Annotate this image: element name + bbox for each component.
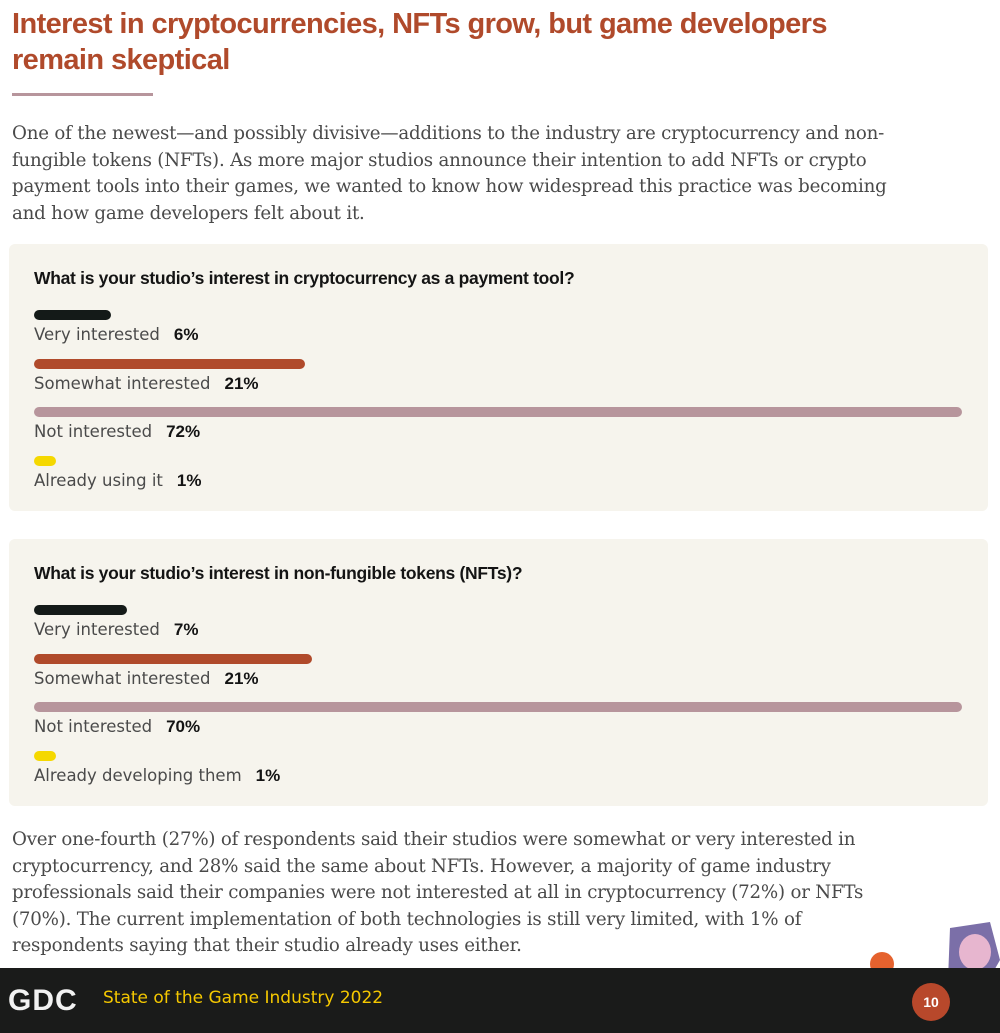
bar-row: Somewhat interested 21% bbox=[34, 653, 964, 703]
category-label: Somewhat interested bbox=[34, 373, 211, 393]
bar-row: Not interested 72% bbox=[34, 407, 964, 456]
category-label: Not interested bbox=[34, 422, 153, 441]
chart-title: What is your studio’s interest in non-fu… bbox=[34, 563, 523, 583]
value-label: 72% bbox=[166, 422, 201, 441]
category-label: Very interested bbox=[34, 325, 160, 344]
category-label: Very interested bbox=[34, 620, 160, 639]
summary-paragraph: Over one-fourth (27%) of respondents sai… bbox=[12, 829, 864, 956]
value-label: 21% bbox=[224, 373, 259, 393]
bar bbox=[34, 455, 56, 466]
value-label: 70% bbox=[166, 717, 201, 736]
bar-row: Somewhat interested 21% bbox=[34, 358, 964, 408]
footer-bar: GDC State of the Game Industry 2022 10 bbox=[0, 968, 1000, 1033]
category-label: Already using it bbox=[34, 470, 163, 490]
bar-label: Not interested 72% bbox=[34, 422, 200, 442]
bar bbox=[34, 605, 127, 615]
value-label: 7% bbox=[173, 620, 199, 639]
report-title: State of the Game Industry 2022 bbox=[103, 988, 384, 1008]
bar bbox=[34, 750, 56, 761]
value-label: 1% bbox=[176, 470, 202, 490]
bar-label: Very interested 7% bbox=[34, 620, 198, 640]
bar-row: Very interested 7% bbox=[34, 605, 964, 654]
chart-nft: What is your studio’s interest in non-fu… bbox=[9, 539, 988, 806]
bar-label: Very interested 6% bbox=[34, 325, 198, 345]
bar-list: Very interested 6% Somewhat interested 21% N… bbox=[34, 310, 964, 504]
bar bbox=[34, 310, 112, 320]
bar-label: Already developing them 1% bbox=[34, 766, 280, 786]
category-label: Somewhat interested bbox=[34, 668, 211, 688]
intro-paragraph: One of the newest—and possibly divisive—… bbox=[12, 123, 887, 224]
bar bbox=[34, 407, 962, 417]
value-label: 6% bbox=[173, 325, 199, 344]
gdc-logo: GDC bbox=[8, 984, 78, 1017]
chart-title: What is your studio’s interest in crypto… bbox=[34, 268, 575, 288]
category-label: Already developing them bbox=[34, 765, 242, 785]
chart-crypto: What is your studio’s interest in crypto… bbox=[9, 244, 988, 511]
bar-label: Somewhat interested 21% bbox=[34, 374, 259, 394]
value-label: 1% bbox=[255, 765, 281, 785]
bar bbox=[34, 653, 313, 664]
value-label: 21% bbox=[224, 668, 259, 688]
bar-label: Not interested 70% bbox=[34, 717, 200, 737]
bar-row: Not interested 70% bbox=[34, 702, 964, 751]
bar bbox=[34, 702, 962, 712]
bar bbox=[34, 358, 305, 369]
title-rule bbox=[12, 93, 153, 96]
bar-row: Very interested 6% bbox=[34, 310, 964, 359]
bar-row: Already using it 1% bbox=[34, 455, 964, 505]
category-label: Not interested bbox=[34, 717, 153, 736]
bar-list: Very interested 7% Somewhat interested 21% N… bbox=[34, 605, 964, 799]
bar-label: Already using it 1% bbox=[34, 471, 201, 491]
bar-label: Somewhat interested 21% bbox=[34, 669, 259, 689]
page-number: 10 bbox=[912, 983, 950, 1021]
page-title: Interest in cryptocurrencies, NFTs grow,… bbox=[12, 8, 827, 76]
bar-row: Already developing them 1% bbox=[34, 750, 964, 800]
